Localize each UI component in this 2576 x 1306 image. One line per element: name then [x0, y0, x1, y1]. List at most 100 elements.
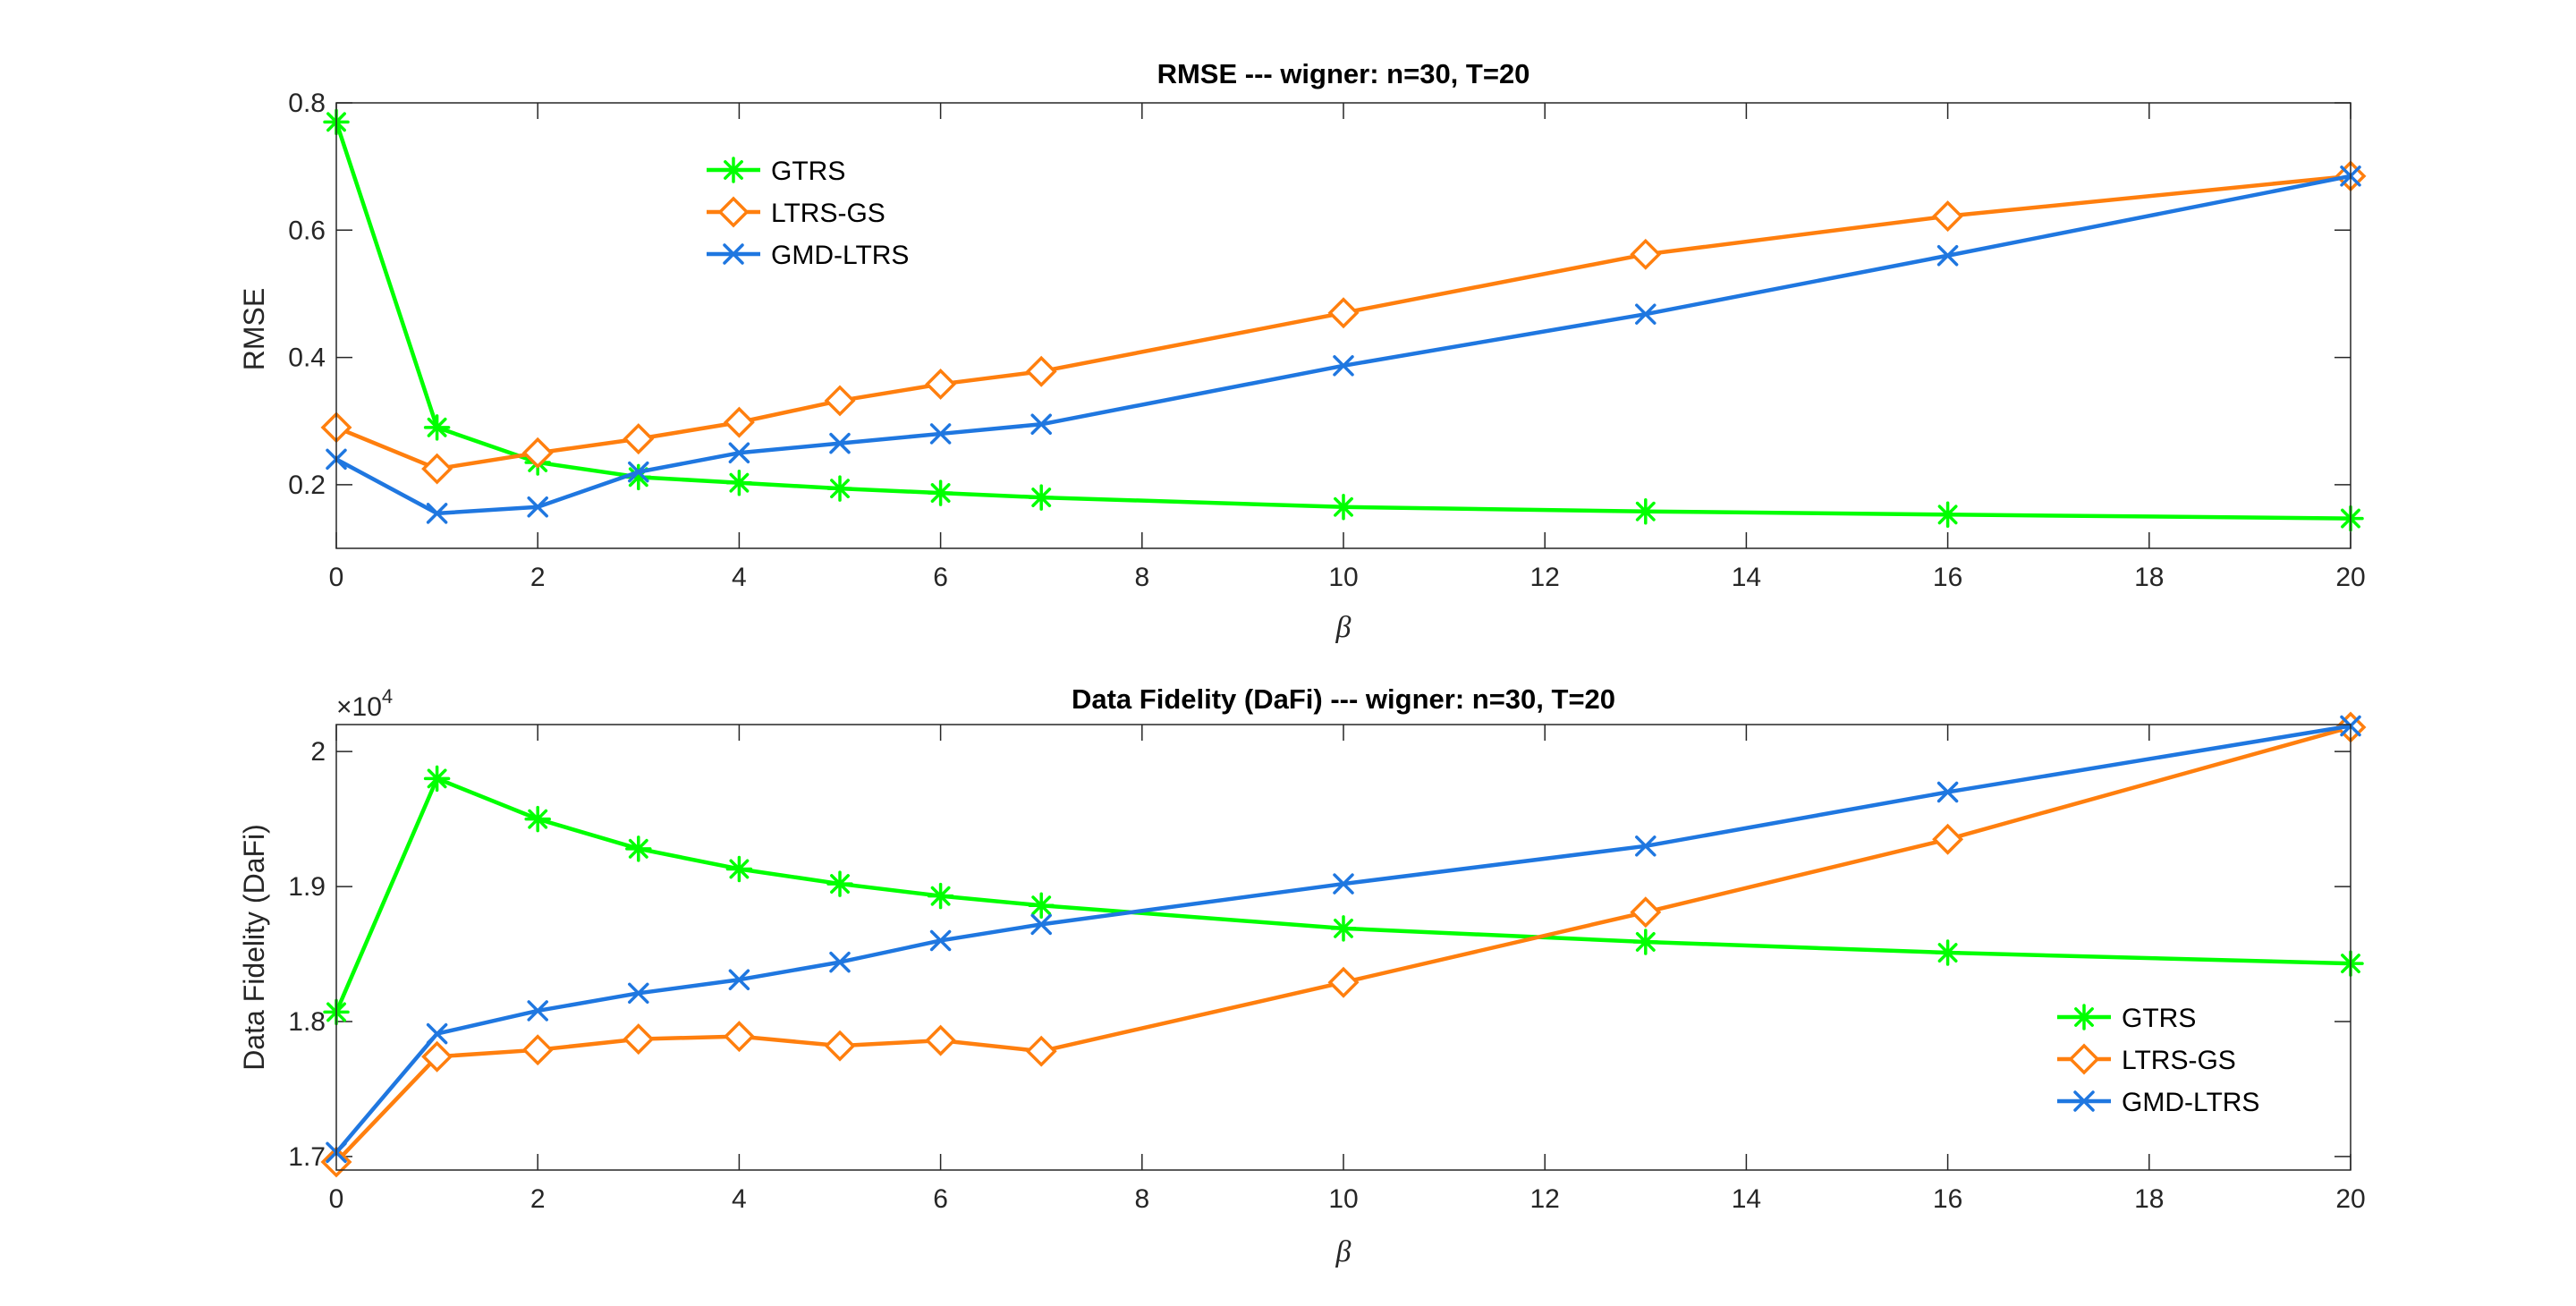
dafi-xtick-label: 4: [732, 1184, 747, 1214]
dafi-ltrs-gs-point-diamond-marker: [1932, 823, 1964, 855]
dafi-ltrs-gs-point-diamond-marker: [1630, 896, 1662, 929]
dafi-ltrs-gs-point-diamond-marker: [623, 1023, 655, 1056]
dafi-gtrs-line: [334, 776, 2351, 1013]
dafi-ticks: 0 2 4 6 8 10 12 14 16 18 20 1.7 1.8 1.9 2: [288, 725, 2366, 1214]
rmse-gmd-ltrs-line: [335, 174, 2351, 516]
dafi-gmd-ltrs-point-x-marker: [1333, 873, 1354, 895]
dafi-gmd-ltrs-point-x-marker: [527, 1000, 548, 1022]
dafi-legend-ltrs-gs-label: LTRS-GS: [2122, 1046, 2236, 1075]
dafi-gmd-ltrs-point-x-marker: [728, 969, 750, 990]
rmse-legend-gmd-ltrs-x-marker: [723, 243, 744, 265]
rmse-ltrs-gs-line: [335, 174, 2351, 471]
dafi-xtick-label: 6: [933, 1184, 948, 1214]
dafi-axes-box: [335, 724, 2351, 1171]
rmse-xtick-label: 10: [1328, 563, 1358, 592]
rmse-ticks: 0 2 4 6 8 10 12 14 16 18 20 0.2 0.4 0.6 0.8: [288, 89, 2365, 592]
dafi-xtick-label: 2: [530, 1184, 546, 1214]
dafi-legend-gtrs-star-marker: [2071, 1004, 2097, 1030]
rmse-gmd-ltrs-point-x-marker: [426, 503, 448, 524]
dafi-legend-gmd-ltrs-x-marker: [2073, 1090, 2095, 1112]
dafi-y-exponent-prefix: ×10: [336, 692, 382, 722]
dafi-ltrs-gs-point-diamond-marker: [925, 1024, 957, 1056]
dafi-legend: GTRS LTRS-GS GMD-LTRS: [2057, 1004, 2259, 1117]
dafi-legend-gtrs-label: GTRS: [2122, 1004, 2196, 1033]
rmse-legend: GTRS LTRS-GS GMD-LTRS: [707, 157, 909, 270]
rmse-ltrs-gs-series: [320, 160, 2367, 485]
dafi-ytick-label: 1.7: [288, 1142, 326, 1172]
dafi-ytick-label: 2: [310, 737, 326, 767]
dafi-plot-title: Data Fidelity (DaFi) --- wigner: n=30, T…: [1072, 683, 1615, 715]
dafi-xtick-label: 16: [1933, 1184, 1962, 1214]
rmse-gtrs-point-star-marker: [1934, 501, 1962, 529]
rmse-gmd-ltrs-point-x-marker: [1635, 303, 1657, 325]
dafi-gtrs-point-star-marker: [423, 765, 451, 793]
rmse-gmd-ltrs-point-x-marker: [1030, 413, 1052, 436]
dafi-gtrs-point-star-marker: [927, 882, 954, 910]
rmse-gmd-ltrs-point-x-marker: [929, 423, 952, 445]
dafi-xtick-label: 14: [1732, 1184, 1761, 1214]
rmse-xtick-label: 18: [2134, 563, 2164, 592]
dafi-gtrs-point-star-marker: [725, 855, 753, 883]
rmse-ltrs-gs-point-diamond-marker: [521, 437, 554, 469]
rmse-gtrs-point-star-marker: [1028, 484, 1055, 511]
dafi-ytick-label: 1.8: [288, 1007, 326, 1037]
dafi-gtrs-point-star-marker: [524, 805, 551, 833]
dafi-ltrs-gs-point-diamond-marker: [1025, 1035, 1057, 1067]
dafi-gmd-ltrs-point-x-marker: [1030, 913, 1052, 936]
rmse-plot-title: RMSE --- wigner: n=30, T=20: [1157, 58, 1530, 89]
dafi-xtick-label: 0: [329, 1184, 344, 1214]
rmse-ltrs-gs-point-diamond-marker: [623, 423, 655, 455]
rmse-y-axis-label: RMSE: [238, 288, 270, 370]
dafi-y-axis-label: Data Fidelity (DaFi): [238, 824, 270, 1071]
rmse-ltrs-gs-point-diamond-marker: [824, 385, 856, 417]
dafi-gtrs-point-star-marker: [625, 835, 652, 862]
dafi-x-axis-label: β: [1335, 1235, 1352, 1268]
dafi-gtrs-point-star-marker: [1934, 939, 1962, 966]
dafi-legend-gmd-ltrs-label: GMD-LTRS: [2122, 1088, 2259, 1117]
rmse-legend-gtrs-label: GTRS: [771, 157, 845, 186]
dafi-gtrs-point-star-marker: [1632, 929, 1659, 955]
dafi-gmd-ltrs-point-x-marker: [628, 982, 649, 1005]
rmse-ltrs-gs-point-diamond-marker: [1025, 355, 1057, 387]
rmse-gmd-ltrs-series: [326, 165, 2361, 524]
dafi-ltrs-gs-point-diamond-marker: [1327, 966, 1360, 998]
rmse-ltrs-gs-point-diamond-marker: [1932, 200, 1964, 233]
rmse-xtick-label: 4: [732, 563, 747, 592]
dafi-xtick-label: 10: [1328, 1184, 1358, 1214]
rmse-legend-gtrs-entry: GTRS: [707, 157, 845, 186]
rmse-gtrs-point-star-marker: [826, 475, 853, 502]
rmse-xtick-label: 2: [530, 563, 546, 592]
dafi-y-exponent: ×104: [336, 685, 393, 722]
rmse-x-axis-label: β: [1335, 611, 1352, 644]
rmse-axes-box: [335, 102, 2351, 549]
dafi-legend-gmd-ltrs-entry: GMD-LTRS: [2057, 1088, 2259, 1117]
rmse-xtick-label: 0: [329, 563, 344, 592]
rmse-ytick-label: 0.4: [288, 343, 326, 373]
rmse-xtick-label: 16: [1933, 563, 1962, 592]
rmse-legend-ltrs-gs-label: LTRS-GS: [771, 199, 886, 228]
dafi-ltrs-gs-point-diamond-marker: [824, 1030, 856, 1062]
rmse-gmd-ltrs-point-x-marker: [527, 496, 548, 518]
rmse-legend-ltrs-gs-diamond-marker: [717, 196, 750, 228]
rmse-gmd-ltrs-point-x-marker: [829, 432, 851, 454]
dafi-gmd-ltrs-line: [335, 724, 2351, 1154]
dafi-gmd-ltrs-point-x-marker: [929, 929, 952, 952]
dafi-xtick-label: 20: [2335, 1184, 2365, 1214]
dafi-xtick-label: 18: [2134, 1184, 2164, 1214]
dafi-gmd-ltrs-point-x-marker: [1635, 835, 1657, 857]
rmse-ltrs-gs-point-diamond-marker: [925, 368, 957, 400]
dafi-gmd-ltrs-point-x-marker: [1936, 781, 1959, 803]
dafi-ltrs-gs-series: [320, 711, 2367, 1178]
dafi-gmd-ltrs-point-x-marker: [829, 951, 851, 973]
rmse-legend-gmd-ltrs-label: GMD-LTRS: [771, 241, 909, 270]
rmse-legend-gmd-ltrs-entry: GMD-LTRS: [707, 241, 909, 270]
dafi-gtrs-point-star-marker: [1330, 915, 1357, 942]
rmse-legend-gtrs-star-marker: [720, 157, 747, 183]
dafi-ltrs-gs-line: [335, 725, 2351, 1164]
dafi-gmd-ltrs-point-x-marker: [426, 1022, 448, 1045]
rmse-ltrs-gs-point-diamond-marker: [1327, 297, 1360, 329]
rmse-gmd-ltrs-point-x-marker: [728, 442, 750, 464]
dafi-plot: Data Fidelity (DaFi) --- wigner: n=30, T…: [238, 683, 2367, 1268]
rmse-gtrs-point-star-marker: [725, 469, 753, 496]
